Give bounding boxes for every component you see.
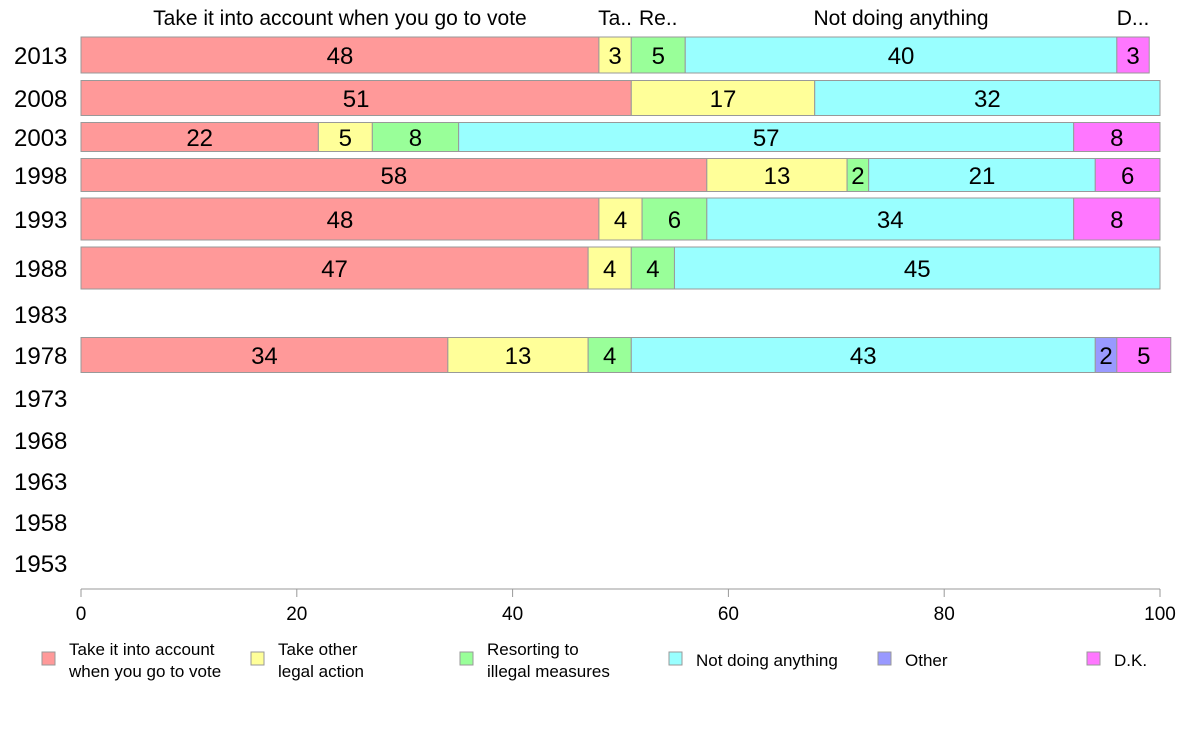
legend-swatch [459,651,474,666]
year-label: 1958 [14,510,67,537]
bar-segment [80,197,600,241]
x-tick-label: 80 [934,604,955,625]
bar-value-label: 2 [851,163,864,190]
legend-label: Take it into account [69,640,215,659]
legend-label: D.K. [1114,651,1147,670]
year-label: 1993 [14,207,67,234]
bar-value-label: 47 [321,256,348,283]
bar-value-label: 8 [1110,207,1123,234]
legend-label: Resorting to [487,640,579,659]
bar-value-label: 6 [1121,163,1134,190]
bar-value-label: 51 [343,86,370,113]
bar-value-label: 6 [668,207,681,234]
bar-segment [80,122,319,152]
bar-value-label: 48 [327,43,354,70]
bar-value-label: 4 [603,256,616,283]
legend-label: when you go to vote [68,662,221,681]
bar-segment [1073,197,1161,241]
bar-segment [630,80,816,116]
year-label: 2013 [14,43,67,70]
bar-value-label: 48 [327,207,354,234]
bar-value-label: 3 [1126,43,1139,70]
legend-label: Take other [278,640,358,659]
year-label: 1968 [14,428,67,455]
bar-value-label: 57 [753,125,780,152]
bar-value-label: 22 [186,125,213,152]
bar-value-label: 34 [877,207,904,234]
legend-label: illegal measures [487,662,610,681]
legend-swatch [877,651,892,666]
bar-value-label: 2 [1099,343,1112,370]
series-top-label: Ta.. [598,7,632,30]
bar-value-label: 8 [409,125,422,152]
bar-value-label: 34 [251,343,278,370]
bar-segment [630,36,686,74]
bar-segment [684,36,1118,74]
year-label: 1998 [14,163,67,190]
series-top-label: Re.. [639,7,678,30]
bar-segment [814,80,1161,116]
bar-value-label: 4 [603,343,616,370]
legend-swatch [1086,651,1101,666]
bar-segment [317,122,373,152]
year-label: 1983 [14,302,67,329]
bar-value-label: 4 [614,207,627,234]
x-tick-label: 20 [286,604,307,625]
year-label: 1963 [14,469,67,496]
bar-segment [673,246,1161,290]
legend-label: legal action [278,662,364,681]
bar-segment [587,337,632,373]
legend-swatch [250,651,265,666]
bar-value-label: 32 [974,86,1001,113]
bar-segment [1116,337,1172,373]
bar-segment [80,36,600,74]
series-top-label: Take it into account when you go to vote [153,7,527,30]
bar-segment [598,36,632,74]
x-tick-label: 100 [1144,604,1176,625]
legend-label: Not doing anything [696,651,838,670]
x-tick-label: 0 [76,604,87,625]
year-label: 1973 [14,386,67,413]
bar-value-label: 17 [710,86,737,113]
bar-segment [1094,158,1161,192]
x-tick-label: 60 [718,604,739,625]
bar-segment [1073,122,1161,152]
bar-segment [630,337,1096,373]
series-top-label: D... [1117,7,1150,30]
bar-segment [630,246,675,290]
bar-value-label: 5 [652,43,665,70]
year-label: 2008 [14,86,67,113]
year-label: 2003 [14,125,67,152]
bar-value-label: 13 [764,163,791,190]
bar-value-label: 13 [505,343,532,370]
year-label: 1988 [14,256,67,283]
bar-segment [80,158,708,192]
legend-swatch [41,651,56,666]
bar-segment [458,122,1075,152]
bar-value-label: 45 [904,256,931,283]
series-top-label: Not doing anything [813,7,988,30]
bar-segment [587,246,632,290]
bar-segment [706,197,1075,241]
bar-value-label: 8 [1110,125,1123,152]
bar-value-label: 5 [339,125,352,152]
legend-swatch [668,651,683,666]
bar-segment [1116,36,1150,74]
bar-value-label: 4 [646,256,659,283]
year-label: 1978 [14,343,67,370]
bar-value-label: 40 [888,43,915,70]
year-label: 1953 [14,551,67,578]
bar-value-label: 21 [969,163,996,190]
bar-value-label: 5 [1137,343,1150,370]
bar-value-label: 3 [608,43,621,70]
bar-segment [598,197,643,241]
bar-value-label: 43 [850,343,877,370]
x-tick-label: 40 [502,604,523,625]
bar-segment [80,246,589,290]
legend-label: Other [905,651,948,670]
bar-segment [80,80,632,116]
bar-value-label: 58 [381,163,408,190]
bar-segment [868,158,1096,192]
